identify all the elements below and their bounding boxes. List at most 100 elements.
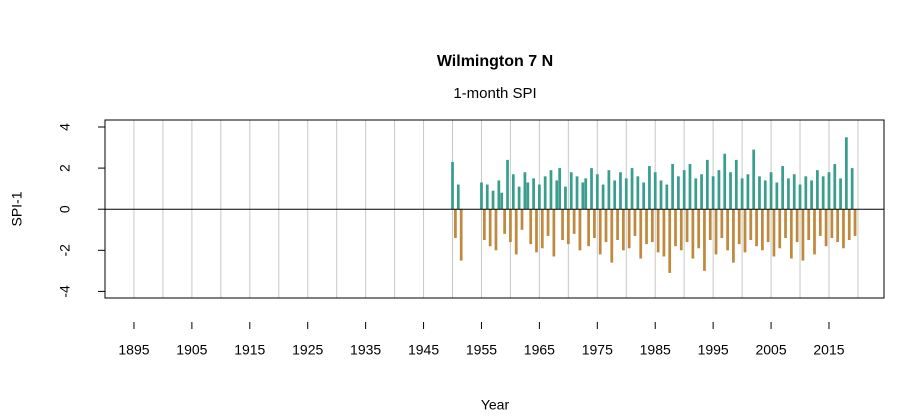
bar bbox=[755, 209, 758, 247]
bar bbox=[506, 159, 509, 210]
bar bbox=[621, 209, 625, 251]
x-tick-label: 1985 bbox=[640, 342, 671, 358]
chart-subtitle: 1-month SPI bbox=[453, 85, 536, 102]
bar bbox=[798, 184, 802, 210]
bar bbox=[760, 209, 764, 251]
bar bbox=[763, 180, 767, 210]
bar bbox=[532, 178, 535, 210]
bar bbox=[853, 209, 857, 236]
bar bbox=[752, 149, 756, 210]
bar bbox=[494, 209, 498, 251]
bar bbox=[844, 137, 848, 210]
bar bbox=[653, 172, 657, 210]
bar bbox=[682, 170, 686, 210]
bar bbox=[590, 168, 593, 210]
x-tick-label: 2005 bbox=[755, 342, 786, 358]
y-tick-label: 2 bbox=[57, 164, 73, 172]
bar bbox=[451, 161, 454, 210]
bar bbox=[784, 209, 787, 238]
bar bbox=[694, 178, 698, 210]
bar bbox=[549, 170, 553, 210]
bar bbox=[705, 159, 709, 210]
bar bbox=[454, 209, 457, 238]
bar bbox=[538, 184, 541, 210]
bar bbox=[497, 180, 501, 210]
bar bbox=[737, 209, 741, 245]
bar bbox=[587, 209, 590, 247]
bar bbox=[697, 209, 701, 249]
bar bbox=[842, 209, 845, 249]
bar bbox=[659, 180, 663, 210]
bar bbox=[720, 209, 724, 238]
bar bbox=[459, 209, 463, 261]
bar bbox=[685, 209, 689, 243]
bar bbox=[662, 209, 666, 257]
bar bbox=[772, 209, 776, 257]
bar bbox=[671, 163, 674, 210]
bar bbox=[668, 209, 672, 273]
bar bbox=[824, 209, 828, 247]
bar bbox=[633, 209, 637, 236]
bar bbox=[789, 209, 793, 259]
bar bbox=[703, 209, 706, 271]
bar bbox=[648, 166, 651, 210]
bar bbox=[598, 209, 602, 255]
bar bbox=[813, 209, 816, 255]
bar bbox=[847, 209, 851, 241]
bar bbox=[503, 209, 507, 234]
bar bbox=[500, 192, 504, 210]
bar bbox=[535, 209, 538, 253]
bar bbox=[726, 209, 729, 251]
bar bbox=[708, 209, 712, 241]
bar bbox=[732, 209, 735, 263]
bar bbox=[584, 178, 588, 210]
bar bbox=[830, 209, 834, 238]
bar bbox=[816, 170, 819, 210]
bar bbox=[610, 209, 614, 263]
bar bbox=[656, 209, 660, 253]
bar bbox=[804, 176, 808, 210]
x-tick-label: 1925 bbox=[292, 342, 323, 358]
bar bbox=[778, 209, 782, 249]
bar bbox=[677, 176, 680, 210]
bar bbox=[482, 209, 486, 241]
bar bbox=[540, 209, 544, 249]
bar bbox=[769, 172, 773, 210]
bar bbox=[520, 209, 524, 230]
y-tick-label: -2 bbox=[57, 244, 73, 257]
chart-title: Wilmington 7 N bbox=[437, 53, 553, 70]
bar bbox=[491, 190, 495, 210]
bar bbox=[578, 209, 582, 251]
bar bbox=[642, 182, 646, 210]
bar bbox=[850, 168, 854, 210]
bar bbox=[743, 209, 747, 253]
bar bbox=[523, 172, 527, 210]
bar bbox=[781, 166, 785, 210]
bar bbox=[480, 182, 483, 210]
x-tick-label: 1895 bbox=[118, 342, 149, 358]
bar bbox=[569, 172, 573, 210]
bar bbox=[674, 209, 677, 247]
bar bbox=[827, 172, 831, 210]
bar bbox=[543, 176, 547, 210]
bar bbox=[645, 209, 648, 245]
x-tick-label: 1975 bbox=[582, 342, 613, 358]
bar bbox=[839, 178, 842, 210]
bar bbox=[564, 186, 567, 210]
y-tick-label: 4 bbox=[57, 123, 73, 131]
bar bbox=[526, 182, 530, 210]
bar bbox=[630, 168, 634, 210]
bar bbox=[529, 209, 533, 245]
x-tick-label: 2015 bbox=[813, 342, 844, 358]
bar bbox=[517, 186, 521, 210]
bar bbox=[734, 159, 738, 210]
bar bbox=[821, 176, 825, 210]
bar bbox=[456, 184, 460, 210]
x-tick-label: 1965 bbox=[524, 342, 555, 358]
bar bbox=[511, 174, 515, 210]
bar bbox=[627, 209, 631, 249]
bar bbox=[581, 182, 585, 210]
bar bbox=[566, 209, 570, 245]
bar bbox=[836, 209, 840, 243]
